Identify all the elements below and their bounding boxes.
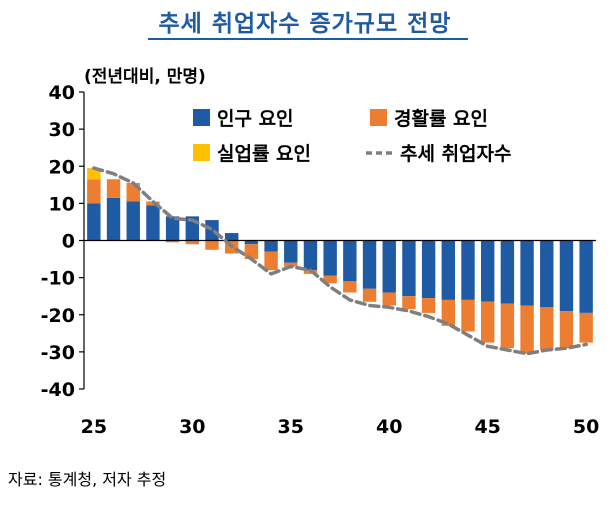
bar-population-29 <box>165 216 180 241</box>
legend-label-0: 인구 요인 <box>217 108 294 130</box>
bar-population-25 <box>87 203 101 241</box>
bar-population-41 <box>402 240 416 297</box>
bar-participation-39 <box>362 288 377 302</box>
bar-participation-29 <box>165 240 180 243</box>
bar-participation-50 <box>579 312 593 343</box>
bar-participation-46 <box>500 303 515 349</box>
bar-participation-47 <box>520 305 534 354</box>
y-tick-label: 40 <box>49 82 75 104</box>
bar-participation-49 <box>559 311 574 349</box>
legend-label-3: 추세 취업자수 <box>400 143 512 165</box>
bar-participation-43 <box>441 299 456 326</box>
y-tick-label: 30 <box>49 119 75 141</box>
bar-population-39 <box>362 240 377 289</box>
bar-population-43 <box>441 240 456 300</box>
bar-population-45 <box>480 240 495 302</box>
legend-label-2: 실업률 요인 <box>217 143 311 165</box>
x-tick-label: 45 <box>474 416 500 438</box>
bar-population-47 <box>520 240 534 306</box>
y-tick-label: -10 <box>41 268 75 290</box>
bar-population-42 <box>421 240 436 299</box>
x-tick-label: 25 <box>81 416 107 438</box>
bar-population-48 <box>540 240 554 308</box>
bar-participation-25 <box>87 179 101 204</box>
legend-swatch-2 <box>193 144 210 161</box>
bar-participation-26 <box>106 179 121 198</box>
y-axis-unit-label: (전년대비, 만명) <box>84 67 206 87</box>
x-tick-label: 30 <box>179 416 205 438</box>
x-tick-label: 50 <box>573 416 599 438</box>
bar-population-35 <box>284 240 298 263</box>
bar-population-49 <box>559 240 574 312</box>
legend-swatch-1 <box>370 109 387 126</box>
y-tick-label: -20 <box>41 305 75 327</box>
bar-population-46 <box>500 240 515 304</box>
bar-participation-48 <box>540 307 554 351</box>
bar-population-32 <box>224 233 239 241</box>
bar-participation-45 <box>480 301 495 343</box>
bar-population-44 <box>461 240 475 300</box>
bar-participation-37 <box>323 275 337 284</box>
bar-participation-42 <box>421 298 436 313</box>
x-tick-label: 35 <box>278 416 304 438</box>
bar-participation-44 <box>461 299 475 332</box>
bar-population-31 <box>205 220 219 241</box>
bar-participation-30 <box>185 240 200 245</box>
bar-participation-31 <box>205 240 219 250</box>
y-tick-label: -40 <box>41 379 75 401</box>
bar-participation-41 <box>402 296 416 310</box>
source-note: 자료: 통계청, 저자 추정 <box>8 470 167 489</box>
bar-participation-34 <box>264 251 278 271</box>
trend-employment-line <box>92 166 588 356</box>
bar-population-33 <box>244 240 259 245</box>
chart-title: 추세 취업자수 증가규모 전망 <box>158 11 452 37</box>
bar-population-50 <box>579 240 593 313</box>
y-tick-label: 20 <box>49 156 75 178</box>
bar-population-27 <box>126 201 140 241</box>
bar-population-34 <box>264 240 278 252</box>
bar-population-40 <box>382 240 396 293</box>
bar-population-26 <box>106 197 121 241</box>
bar-participation-40 <box>382 292 396 306</box>
bar-participation-38 <box>343 281 357 293</box>
bar-population-37 <box>323 240 337 276</box>
bar-participation-35 <box>284 262 298 267</box>
y-tick-label: 10 <box>49 193 75 215</box>
legend-label-1: 경활률 요인 <box>394 108 488 130</box>
x-tick-label: 40 <box>376 416 402 438</box>
y-tick-label: 0 <box>62 231 75 253</box>
bar-unemployment-25 <box>87 168 101 180</box>
y-tick-label: -30 <box>41 342 75 364</box>
legend-swatch-0 <box>193 109 210 126</box>
bar-population-28 <box>146 205 160 241</box>
bar-population-38 <box>343 240 357 282</box>
bar-population-36 <box>303 240 318 271</box>
title-underline <box>148 38 468 40</box>
